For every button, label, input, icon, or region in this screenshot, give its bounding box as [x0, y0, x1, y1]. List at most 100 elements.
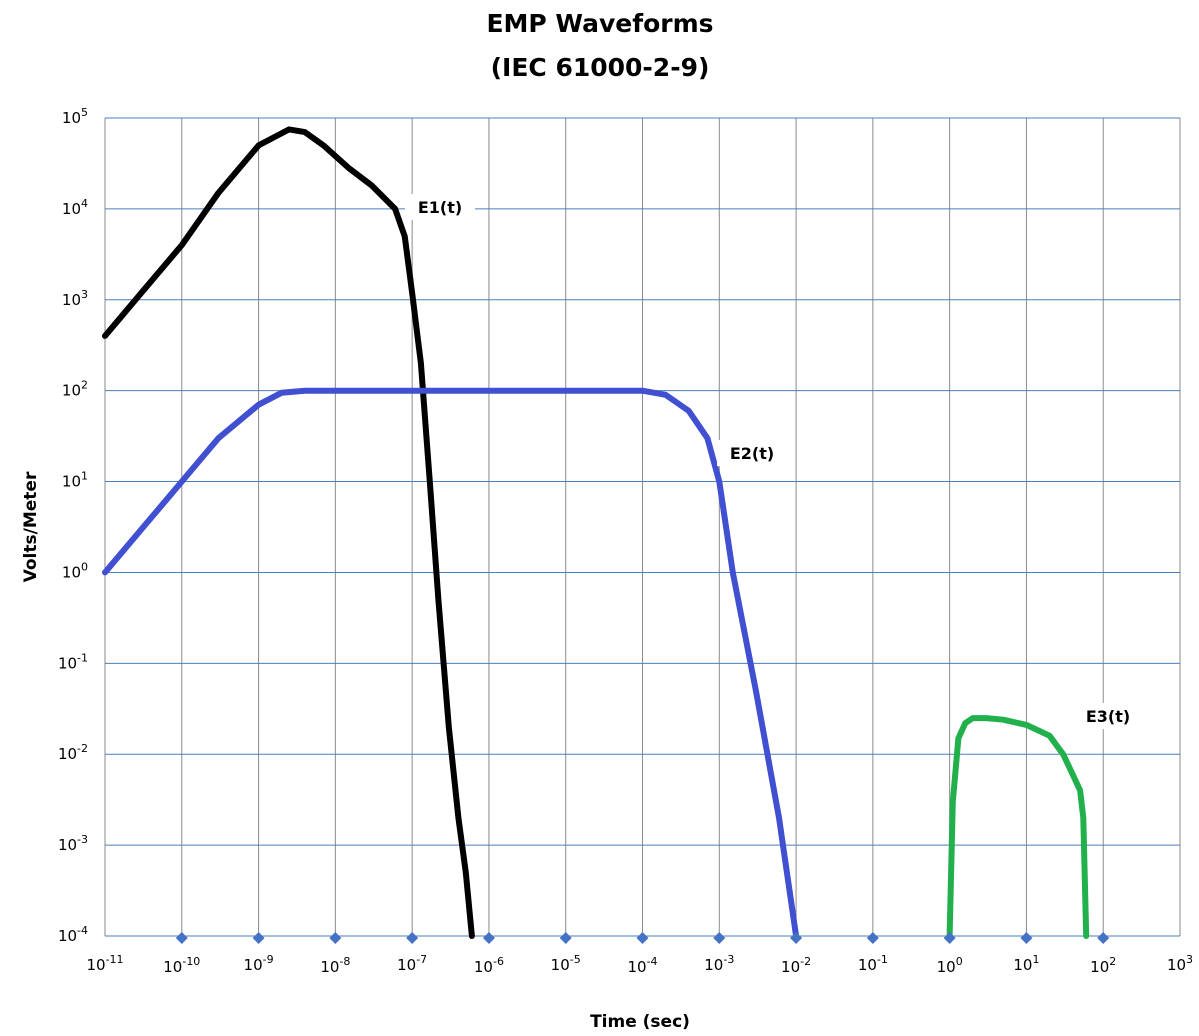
y-tick-base: 10 [58, 745, 77, 763]
axis-marker [1020, 932, 1033, 944]
x-tick-base: 10 [320, 958, 339, 976]
y-tick-label: 104 [62, 197, 88, 218]
x-tick-exp: -3 [723, 953, 734, 966]
x-tick-exp: -7 [416, 953, 427, 966]
x-tick-label: 10-9 [244, 953, 274, 974]
series-label: E2(t) [730, 444, 774, 463]
y-tick-base: 10 [62, 291, 81, 309]
series-label-bg [717, 440, 787, 466]
series-label: E3(t) [1086, 707, 1130, 726]
x-tick-label: 101 [1013, 953, 1039, 974]
series-line-e1t [102, 126, 475, 939]
y-tick-label: 10-1 [58, 651, 88, 672]
x-tick-base: 10 [781, 958, 800, 976]
y-tick-exp: 5 [81, 106, 88, 119]
series-label-bg [1073, 703, 1143, 729]
x-tick-exp: -5 [570, 953, 581, 966]
chart-title: EMP Waveforms [486, 9, 713, 38]
x-tick-exp: -11 [106, 953, 124, 966]
y-tick-exp: -1 [77, 651, 88, 664]
axis-marker [943, 932, 956, 944]
x-tick-exp: -10 [182, 955, 200, 968]
y-tick-label: 101 [62, 470, 88, 491]
series-line-e2t [102, 387, 800, 939]
x-tick-base: 10 [858, 956, 877, 974]
y-tick-base: 10 [62, 109, 81, 127]
x-tick-labels: 10-11 10-10 10-9 10-8 10-7 10-6 10-5 10-4 10-3 10… [86, 953, 1193, 976]
x-tick-label: 10-3 [704, 953, 734, 974]
x-tick-exp: 1 [1032, 953, 1039, 966]
x-tick-label: 10-1 [858, 953, 888, 974]
x-tick-label: 100 [937, 955, 963, 976]
y-tick-base: 10 [62, 200, 81, 218]
axis-marker [636, 932, 649, 944]
y-tick-label: 103 [62, 288, 88, 309]
x-tick-label: 103 [1167, 953, 1193, 974]
x-axis-label: Time (sec) [590, 1012, 690, 1032]
x-tick-base: 10 [704, 956, 723, 974]
x-tick-base: 10 [244, 956, 263, 974]
x-tick-base: 10 [1090, 958, 1109, 976]
y-tick-base: 10 [62, 382, 81, 400]
axis-marker [482, 932, 495, 944]
axis-marker [329, 932, 342, 944]
series-line-e3t [946, 715, 1090, 939]
x-tick-base: 10 [86, 956, 105, 974]
y-tick-label: 10-4 [58, 924, 88, 945]
y-tick-label: 102 [62, 379, 88, 400]
y-tick-exp: -2 [77, 742, 88, 755]
y-tick-label: 100 [62, 560, 88, 581]
axis-marker [1097, 932, 1110, 944]
axis-marker [406, 932, 419, 944]
y-tick-base: 10 [58, 927, 77, 945]
y-tick-exp: 3 [81, 288, 88, 301]
x-tick-exp: -2 [800, 955, 811, 968]
x-tick-exp: -9 [263, 953, 274, 966]
x-tick-label: 10-2 [781, 955, 811, 976]
x-tick-label: 10-11 [86, 953, 123, 974]
x-tick-base: 10 [474, 958, 493, 976]
axis-marker [713, 932, 726, 944]
x-tick-label: 102 [1090, 955, 1116, 976]
y-tick-base: 10 [58, 836, 77, 854]
x-tick-base: 10 [551, 956, 570, 974]
x-tick-label: 10-5 [551, 953, 581, 974]
x-tick-exp: 0 [956, 955, 963, 968]
axis-marker [559, 932, 572, 944]
series-labels: E1(t) E2(t) E3(t) [405, 194, 1143, 729]
y-tick-exp: 2 [81, 379, 88, 392]
axis-marker [790, 932, 803, 944]
series-lines [102, 126, 1090, 939]
y-axis-label: Volts/Meter [21, 471, 41, 582]
series-label-bg [405, 194, 475, 220]
x-tick-base: 10 [937, 958, 956, 976]
axis-marker [866, 932, 879, 944]
axis-markers [175, 932, 1110, 944]
y-tick-label: 10-2 [58, 742, 88, 763]
y-tick-exp: -4 [77, 924, 88, 937]
x-tick-base: 10 [163, 958, 182, 976]
series-label: E1(t) [418, 198, 462, 217]
y-tick-exp: 4 [81, 197, 88, 210]
x-tick-base: 10 [627, 958, 646, 976]
x-tick-label: 10-10 [163, 955, 200, 976]
x-tick-label: 10-4 [627, 955, 657, 976]
chart-subtitle: (IEC 61000-2-9) [491, 53, 710, 82]
x-tick-exp: 3 [1186, 953, 1193, 966]
x-tick-label: 10-7 [397, 953, 427, 974]
x-tick-base: 10 [397, 956, 416, 974]
y-tick-base: 10 [58, 654, 77, 672]
y-tick-base: 10 [62, 473, 81, 491]
y-tick-base: 10 [62, 563, 81, 581]
x-tick-base: 10 [1013, 956, 1032, 974]
x-tick-base: 10 [1167, 956, 1186, 974]
axis-marker [175, 932, 188, 944]
y-tick-exp: -3 [77, 833, 88, 846]
y-tick-label: 10-3 [58, 833, 88, 854]
x-tick-exp: -8 [339, 955, 350, 968]
y-tick-label: 105 [62, 106, 88, 127]
y-tick-exp: 1 [81, 470, 88, 483]
